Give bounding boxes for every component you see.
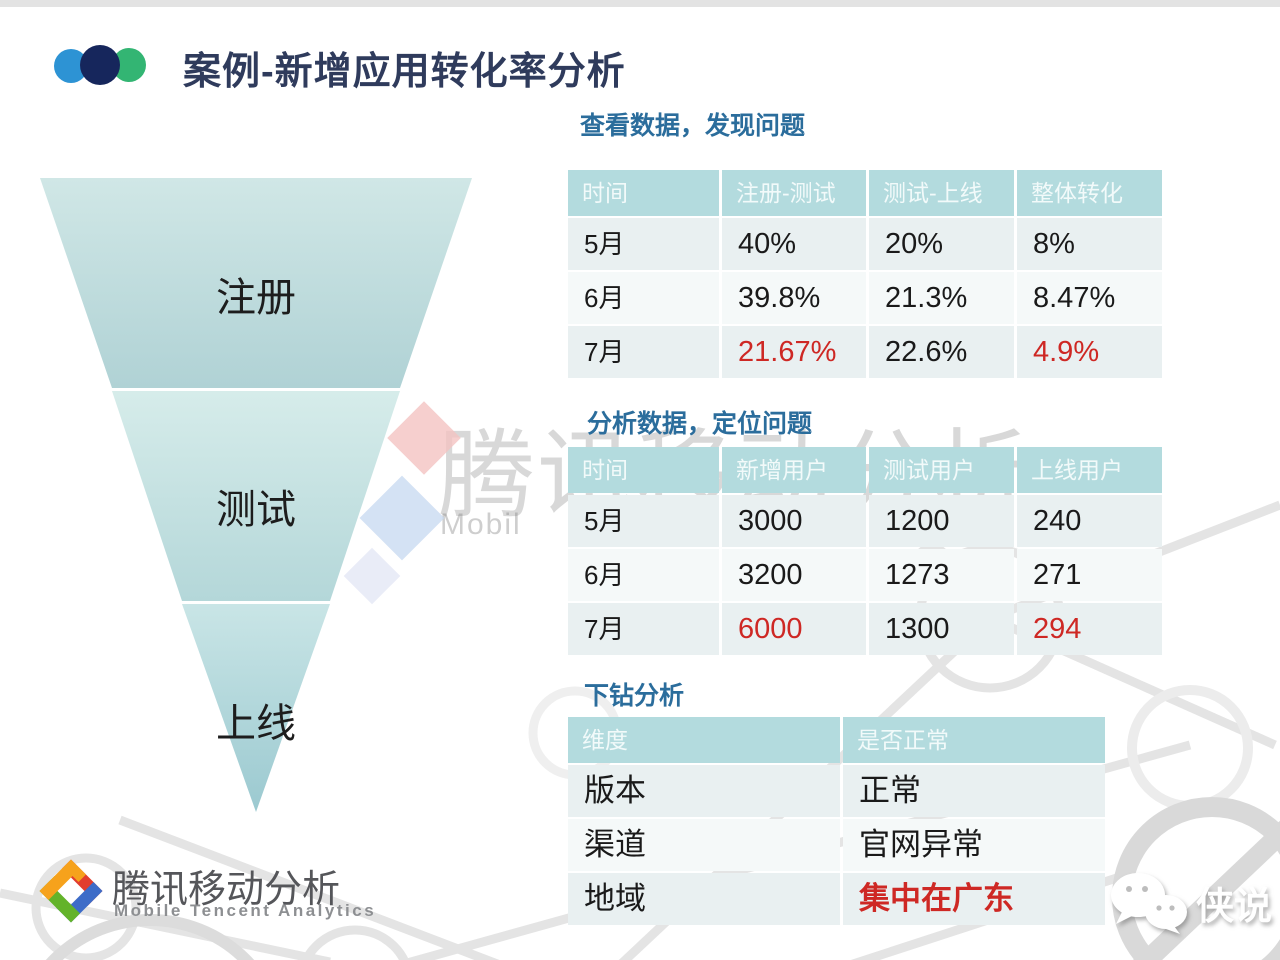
table-cell-anomaly: 21.67% bbox=[722, 326, 866, 378]
conversion-rate-table: 时间 注册-测试 测试-上线 整体转化 5月 40% 20% 8% 6月 39.… bbox=[568, 170, 1162, 378]
table-cell: 正常 bbox=[843, 765, 1105, 817]
table-cell: 40% bbox=[722, 218, 866, 270]
table-cell: 240 bbox=[1017, 495, 1162, 547]
page-title: 案例-新增应用转化率分析 bbox=[183, 51, 626, 93]
table-cell: 地域 bbox=[568, 873, 840, 925]
table-cell: 8.47% bbox=[1017, 272, 1162, 324]
table-cell: 22.6% bbox=[869, 326, 1014, 378]
column-header: 是否正常 bbox=[843, 717, 1105, 763]
funnel-stage-test-label: 测试 bbox=[216, 488, 296, 532]
table-cell: 3200 bbox=[722, 549, 866, 601]
title-dot-navy-icon bbox=[80, 45, 120, 85]
table-cell: 20% bbox=[869, 218, 1014, 270]
wechat-icon bbox=[1111, 873, 1187, 934]
table-cell-anomaly: 4.9% bbox=[1017, 326, 1162, 378]
table-cell: 39.8% bbox=[722, 272, 866, 324]
column-header: 时间 bbox=[568, 170, 719, 216]
slide-top-edge bbox=[0, 0, 1280, 7]
table-cell: 3000 bbox=[722, 495, 866, 547]
table-cell: 7月 bbox=[568, 603, 719, 655]
section-title-view-data: 查看数据，发现问题 bbox=[580, 112, 806, 140]
column-header: 测试-上线 bbox=[869, 170, 1014, 216]
table-cell-anomaly: 集中在广东 bbox=[843, 873, 1105, 925]
tencent-mobile-analytics-logo-icon bbox=[39, 859, 103, 923]
table-cell-anomaly: 6000 bbox=[722, 603, 866, 655]
funnel-stage-register-label: 注册 bbox=[216, 276, 296, 320]
funnel-segment-register bbox=[40, 178, 472, 388]
table-cell: 5月 bbox=[568, 495, 719, 547]
column-header: 上线用户 bbox=[1017, 447, 1162, 493]
table-cell: 版本 bbox=[568, 765, 840, 817]
column-header: 维度 bbox=[568, 717, 840, 763]
table-cell: 官网异常 bbox=[843, 819, 1105, 871]
funnel-segment-test bbox=[112, 391, 400, 601]
column-header: 注册-测试 bbox=[722, 170, 866, 216]
column-header: 测试用户 bbox=[869, 447, 1014, 493]
table-cell: 7月 bbox=[568, 326, 719, 378]
table-cell: 8% bbox=[1017, 218, 1162, 270]
column-header: 整体转化 bbox=[1017, 170, 1162, 216]
table-cell-anomaly: 294 bbox=[1017, 603, 1162, 655]
drilldown-table: 维度 是否正常 版本 正常 渠道 官网异常 地域 集中在广东 bbox=[568, 717, 1105, 925]
user-counts-table: 时间 新增用户 测试用户 上线用户 5月 3000 1200 240 6月 32… bbox=[568, 447, 1162, 655]
watermark-badge-text: 侠说 bbox=[1196, 885, 1273, 928]
table-cell: 1273 bbox=[869, 549, 1014, 601]
funnel-stage-launch-label: 上线 bbox=[216, 702, 296, 746]
column-header: 时间 bbox=[568, 447, 719, 493]
section-title-analyze-data: 分析数据，定位问题 bbox=[587, 410, 813, 438]
brand-name: 腾讯移动分析 bbox=[112, 869, 341, 911]
table-cell: 6月 bbox=[568, 549, 719, 601]
table-cell: 5月 bbox=[568, 218, 719, 270]
funnel-segment-launch bbox=[182, 604, 330, 812]
table-cell: 6月 bbox=[568, 272, 719, 324]
table-cell: 1200 bbox=[869, 495, 1014, 547]
table-cell: 21.3% bbox=[869, 272, 1014, 324]
column-header: 新增用户 bbox=[722, 447, 866, 493]
table-cell: 渠道 bbox=[568, 819, 840, 871]
section-title-drilldown: 下钻分析 bbox=[584, 682, 685, 710]
table-cell: 271 bbox=[1017, 549, 1162, 601]
wechat-watermark-badge: 侠说 bbox=[1108, 870, 1272, 934]
table-cell: 1300 bbox=[869, 603, 1014, 655]
brand-subtitle: Mobile Tencent Analytics bbox=[114, 901, 377, 920]
center-watermark-subtext: Mobil bbox=[440, 508, 522, 541]
